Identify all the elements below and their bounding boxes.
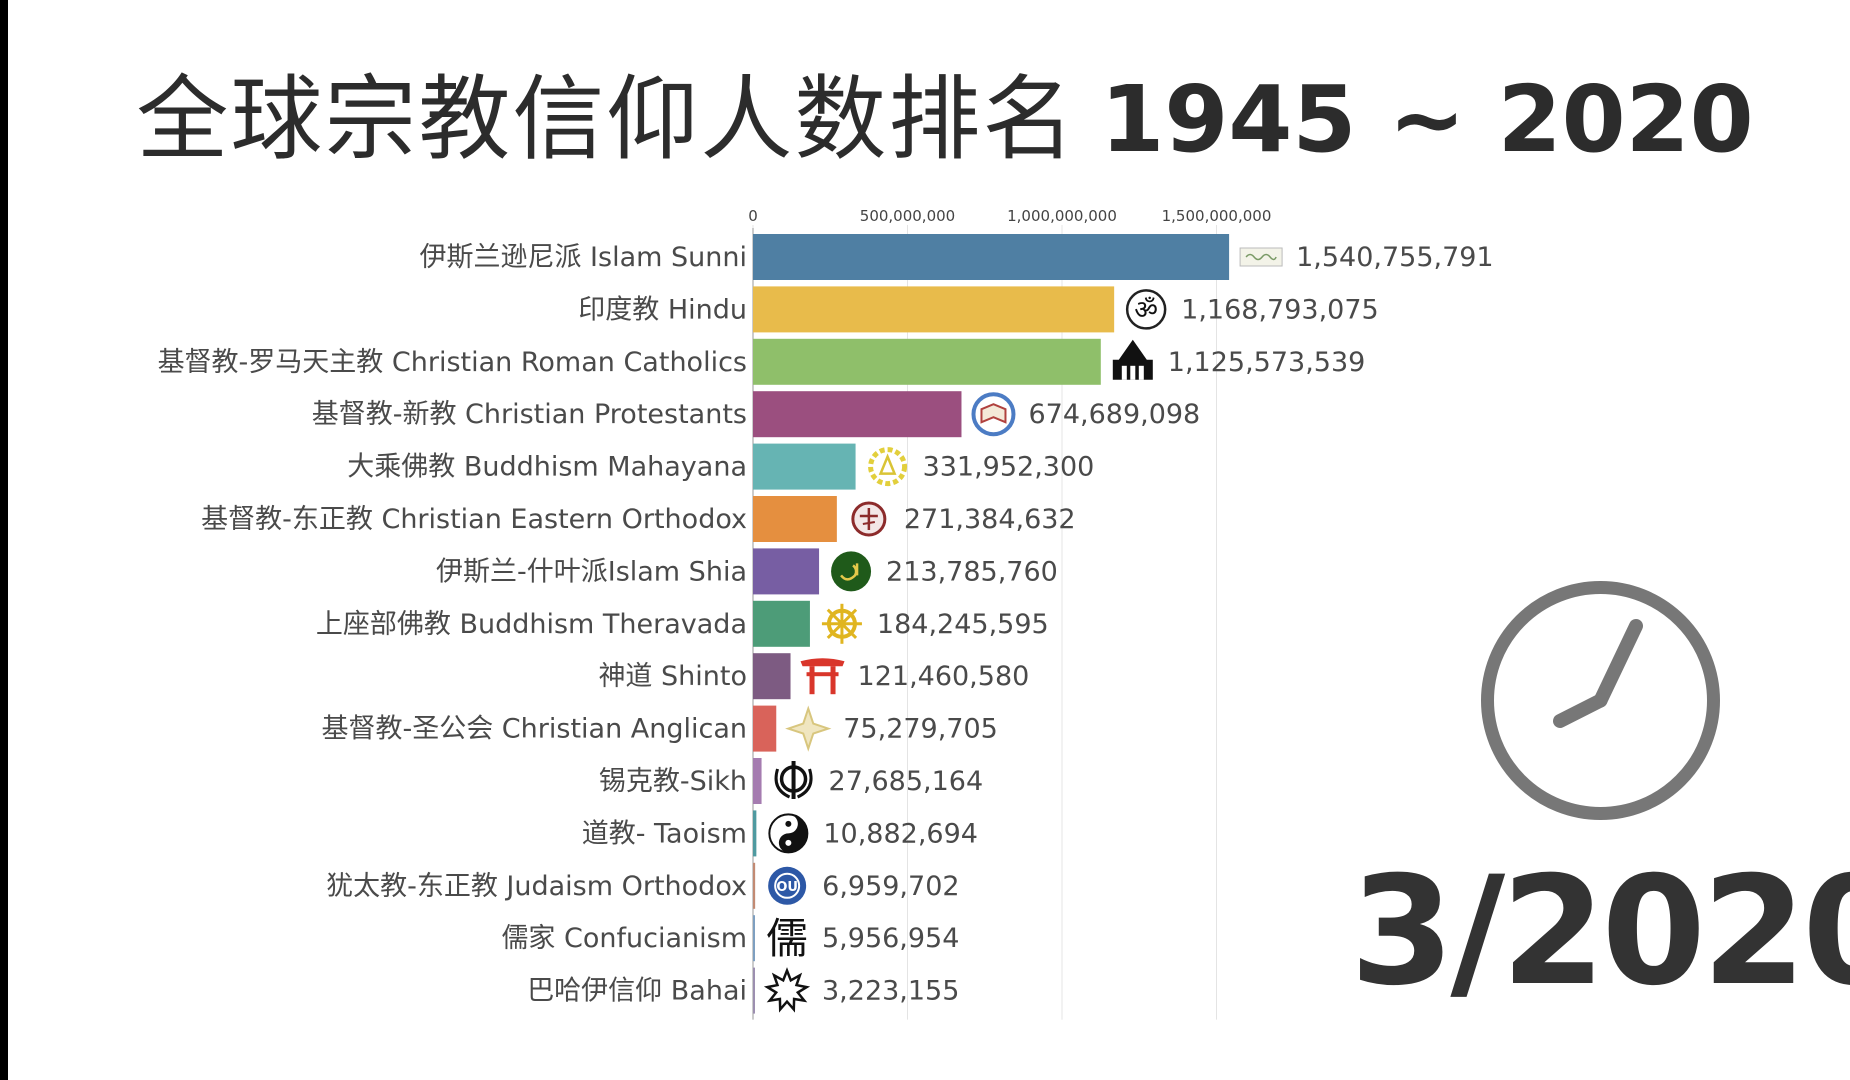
clock-icon <box>1481 581 1720 820</box>
church-icon <box>1112 339 1153 380</box>
value-label: 1,540,755,791 <box>1296 242 1494 273</box>
svg-text:ॐ: ॐ <box>1134 295 1158 325</box>
bar <box>753 496 837 542</box>
value-label: 5,956,954 <box>822 923 959 954</box>
category-label: 上座部佛教 Buddhism Theravada <box>316 609 747 640</box>
value-label: 674,689,098 <box>1028 399 1200 430</box>
category-label: 基督教-新教 Christian Protestants <box>312 399 747 430</box>
value-label: 1,125,573,539 <box>1168 347 1366 378</box>
bar <box>753 705 777 752</box>
bahai-star-icon <box>763 967 811 1013</box>
x-tick-label: 500,000,000 <box>860 207 955 225</box>
title-years: 1945 ~ 2020 <box>1100 66 1754 173</box>
value-label: 121,460,580 <box>858 661 1030 692</box>
bar <box>753 600 810 647</box>
value-label: 213,785,760 <box>886 556 1058 587</box>
value-label: 1,168,793,075 <box>1181 294 1379 325</box>
category-label: 大乘佛教 Buddhism Mahayana <box>347 452 747 483</box>
value-label: 331,952,300 <box>923 452 1095 483</box>
chart-title: 全球宗教信仰人数排名 1945 ~ 2020 <box>0 45 1850 178</box>
category-label: 伊斯兰-什叶派Islam Shia <box>436 556 747 587</box>
bar <box>753 338 1101 385</box>
bar <box>753 758 762 804</box>
svg-text:儒: 儒 <box>766 914 808 963</box>
bar <box>753 548 820 595</box>
value-label: 75,279,705 <box>843 714 998 745</box>
dharma-wheel-icon <box>821 603 862 644</box>
value-label: 271,384,632 <box>904 504 1076 535</box>
value-label: 3,223,155 <box>822 976 959 1007</box>
islam-banner-icon <box>1239 247 1283 267</box>
left-edge-bar <box>0 0 8 1080</box>
bar <box>753 391 962 438</box>
value-label: 184,245,595 <box>877 609 1049 640</box>
x-tick-label: 1,000,000,000 <box>1007 207 1117 225</box>
bar <box>753 286 1115 333</box>
category-label: 基督教-东正教 Christian Eastern Orthodox <box>201 504 747 535</box>
x-tick-label: 0 <box>748 207 758 225</box>
value-label: 27,685,164 <box>829 766 984 797</box>
bar <box>753 915 755 962</box>
ou-seal-icon: OU <box>768 866 807 905</box>
dharma-lotus-icon <box>868 447 908 487</box>
orthodox-cross-icon <box>851 501 887 537</box>
value-label: 6,959,702 <box>822 871 959 902</box>
title-chinese: 全球宗教信仰人数排名 <box>136 66 1077 173</box>
category-label: 伊斯兰逊尼派 Islam Sunni <box>419 242 747 273</box>
category-label: 锡克教-Sikh <box>599 766 747 797</box>
category-label: 神道 Shinto <box>598 661 747 692</box>
bar <box>753 862 756 909</box>
x-tick-label: 1,500,000,000 <box>1162 207 1272 225</box>
value-label: 10,882,694 <box>823 818 978 849</box>
ru-character-icon: 儒 <box>766 914 808 963</box>
om-icon: ॐ <box>1125 289 1167 330</box>
category-label: 道教- Taoism <box>582 818 747 849</box>
category-label: 印度教 Hindu <box>578 294 747 325</box>
anglican-cross-icon <box>785 705 832 752</box>
protestant-bible-icon <box>971 392 1016 437</box>
bar <box>753 234 1230 280</box>
bar <box>753 810 757 857</box>
bar <box>753 653 791 700</box>
khanda-icon <box>774 761 813 799</box>
svg-text:OU: OU <box>776 880 798 895</box>
category-label: 基督教-圣公会 Christian Anglican <box>321 714 747 745</box>
category-label: 犹太教-东正教 Judaism Orthodox <box>326 871 747 902</box>
bar <box>753 967 755 1014</box>
bar <box>753 443 856 490</box>
category-label: 巴哈伊信仰 Bahai <box>527 976 747 1007</box>
torii-icon <box>800 658 845 695</box>
category-label: 儒家 Confucianism <box>501 923 747 954</box>
shia-ali-icon <box>831 551 872 592</box>
date-label: 3/2020 <box>1350 845 1850 1019</box>
category-label: 基督教-罗马天主教 Christian Roman Catholics <box>158 347 747 378</box>
yin-yang-icon <box>768 813 809 854</box>
